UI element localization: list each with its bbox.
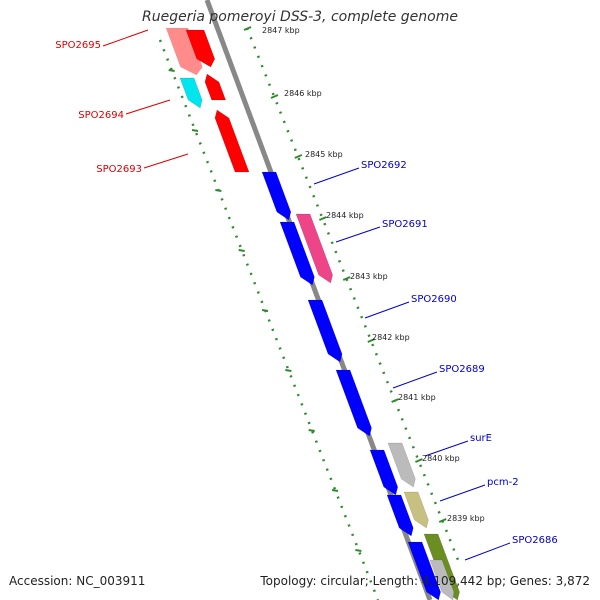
accession-text: Accession: NC_003911: [9, 574, 146, 588]
gene-arrow-pcm-2: [386, 494, 414, 537]
kbp-tick-label: 2845 kbp: [305, 150, 343, 159]
feature-arrow-gray-2: [429, 559, 455, 600]
kbp-tick-mark: [318, 216, 327, 221]
gene-label-spo2693[interactable]: SPO2693: [96, 164, 142, 175]
kbp-tick-label: 2840 kbp: [422, 454, 460, 463]
outer-tick-mark: [238, 249, 245, 252]
outer-tick-mark: [285, 369, 292, 372]
kbp-tick-label: 2839 kbp: [447, 514, 485, 523]
kbp-tick-label: 2846 kbp: [284, 89, 322, 98]
gene-label-spo2690[interactable]: SPO2690: [411, 294, 457, 305]
leader-line-spo2692: [313, 167, 360, 185]
leader-line-sure: [424, 440, 469, 457]
gene-arrow-spo2692: [261, 171, 292, 221]
gene-arrow-spo2694-adjacent: [204, 73, 227, 101]
outer-tick-mark: [168, 69, 175, 72]
gene-arrow-sure: [369, 449, 399, 496]
leader-line-pcm-2: [439, 484, 486, 502]
kbp-tick-mark: [294, 154, 303, 159]
leader-line-spo2693: [143, 153, 189, 169]
leader-line-spo2695: [102, 29, 149, 47]
kbp-tick-label: 2843 kbp: [350, 272, 388, 281]
kbp-tick-mark: [243, 26, 252, 31]
kbp-tick-label: 2844 kbp: [326, 211, 364, 220]
feature-arrow-gray: [387, 442, 416, 488]
gene-arrow-spo2691: [279, 221, 315, 286]
kbp-tick-mark: [438, 518, 447, 523]
leader-line-spo2691: [335, 226, 381, 243]
gene-label-spo2692[interactable]: SPO2692: [361, 160, 407, 171]
gene-arrow-spo2694: [179, 77, 203, 109]
gene-arrow-spo2695: [185, 29, 216, 68]
gene-label-pcm-2[interactable]: pcm-2: [487, 477, 519, 488]
outer-tick-mark: [355, 549, 362, 552]
gene-label-spo2686[interactable]: SPO2686: [512, 535, 558, 546]
gene-arrow-spo2686: [407, 541, 441, 600]
feature-arrow-pink: [295, 213, 333, 284]
gene-arrow-spo2689: [335, 369, 372, 437]
gene-arrow-spo2690: [307, 299, 343, 363]
gene-label-spo2694[interactable]: SPO2694: [78, 110, 124, 121]
outer-tick-mark: [261, 309, 269, 312]
gene-arrow-spo2693: [214, 109, 250, 173]
outer-tick-mark: [331, 489, 339, 492]
kbp-tick-mark: [391, 398, 400, 403]
outer-tick-mark: [215, 189, 222, 192]
kbp-tick-mark: [342, 276, 351, 281]
gene-arrow-spo2695: [165, 27, 203, 76]
genome-title: Ruegeria pomeroyi DSS-3, complete genome: [142, 9, 458, 25]
leader-line-spo2689: [392, 371, 438, 389]
kbp-tick-mark: [270, 94, 279, 99]
gene-label-sure[interactable]: surE: [470, 433, 492, 444]
leader-line-spo2694: [125, 99, 171, 115]
leader-line-spo2686: [464, 542, 511, 561]
outer-tick-mark: [308, 429, 315, 432]
kbp-tick-label: 2847 kbp: [262, 26, 300, 35]
gene-label-spo2691[interactable]: SPO2691: [382, 219, 428, 230]
outer-dotted-guide: [158, 39, 380, 600]
gene-label-spo2689[interactable]: SPO2689: [439, 364, 485, 375]
outer-tick-mark: [191, 129, 199, 132]
feature-arrow-olive: [403, 491, 429, 529]
kbp-tick-mark: [367, 338, 376, 343]
kbp-tick-mark: [415, 458, 423, 463]
kbp-tick-label: 2842 kbp: [372, 333, 410, 342]
genome-summary-text: Topology: circular; Length: 4,109,442 bp…: [260, 574, 590, 588]
gene-label-spo2695[interactable]: SPO2695: [55, 40, 101, 51]
leader-line-spo2690: [364, 301, 410, 319]
kbp-tick-label: 2841 kbp: [398, 393, 436, 402]
